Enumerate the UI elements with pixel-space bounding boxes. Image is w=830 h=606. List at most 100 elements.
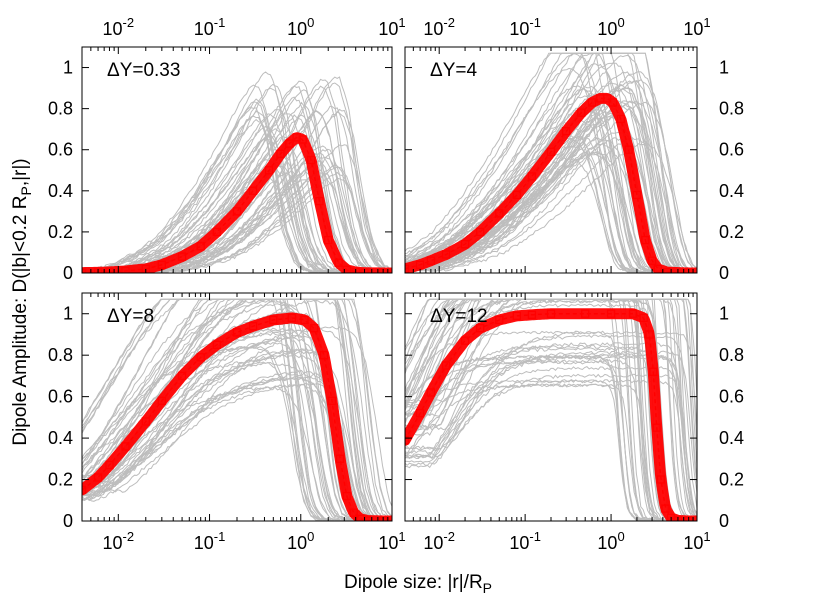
mean-point [264,166,274,175]
mean-point [121,442,130,451]
sample-curve [405,105,697,273]
mean-point [587,98,597,107]
mean-point [82,485,87,495]
ticks [404,47,698,274]
mean-series [82,132,392,273]
mean-point [248,186,258,195]
mean-point [512,190,521,200]
mean-point [460,336,470,345]
mean-point [645,330,654,339]
mean-point [324,235,333,245]
sample-curve [405,71,697,272]
y-tick-label: 0 [63,263,73,283]
mean-point [656,475,666,484]
mean-point [157,260,166,269]
mean-point [476,324,485,333]
y-tick-label: 0 [719,263,729,283]
sample-curves [82,71,392,273]
sample-curve [405,142,697,272]
x-tick-label: 10-1 [509,15,541,39]
x-tick-label: 100 [597,529,624,553]
mean-point [212,340,221,349]
y-tick-label: 1 [63,58,73,78]
panel-top-right: 10-2 10-1 100 101 0 0.2 0.4 0.6 0.8 1 ΔY=4 [404,15,744,283]
y-axis-label: Dipole Amplitude: D(|b|<0.2 RP,|r|) [10,158,34,445]
mean-series [405,308,697,521]
mean-point [426,256,436,265]
mean-point [177,252,187,261]
mean-point [248,322,258,331]
mean-point [441,250,451,259]
sample-curve [82,298,392,521]
mean-point [287,313,297,323]
sample-curve [82,84,392,273]
sample-curve [405,157,697,273]
mean-point [649,367,658,376]
panel-bottom-left: 10-2 10-1 100 101 0 0.2 0.4 0.6 0.8 1 ΔY=8 [48,292,406,553]
mean-point [608,98,618,107]
mean-point [307,155,316,165]
mean-curve [405,308,697,521]
mean-point [653,264,662,273]
mean-point [527,172,537,181]
mean-point [673,516,683,521]
mean-point [628,309,638,318]
mean-point [476,227,485,237]
mean-series [82,312,392,521]
x-tick-label: 101 [378,529,405,553]
y-tick-label: 0.2 [48,222,73,242]
ticks [404,293,698,522]
y-tick-label: 1 [719,58,729,78]
mean-point [661,504,670,513]
y-tick-label: 0.4 [719,428,744,448]
mean-point [581,309,590,318]
mean-point [298,135,307,144]
mean-point [93,268,103,273]
mean-point [632,190,642,200]
sample-curve [405,52,697,273]
panel-annotation: ΔY=4 [430,60,477,81]
mean-point [269,315,278,325]
ticks [81,293,393,522]
mean-point [441,361,451,370]
x-tick-label: 10-1 [194,15,226,39]
y-tick-label: 0.8 [719,99,744,119]
sample-curve [405,85,697,273]
panel-bottom-right: 10-2 10-1 100 101 0 0.2 0.4 0.6 0.8 1 ΔY=12 [404,292,744,553]
mean-point [405,436,410,445]
mean-point [527,310,537,319]
mean-point [356,514,365,521]
mean-point [616,114,626,124]
x-tick-label: 10-1 [194,529,226,553]
mean-point [141,417,150,426]
mean-curve [82,132,392,273]
mean-point [561,127,571,136]
mean-point [212,227,221,237]
sample-curve [82,327,392,521]
x-tick-label: 100 [287,15,314,39]
x-tick-label: 10-1 [509,529,541,553]
mean-point [342,491,352,501]
ticks [81,47,393,274]
x-tick-label: 100 [597,15,624,39]
y-tick-label: 0.8 [48,99,73,119]
mean-point [426,388,436,397]
mean-point [276,149,285,158]
mean-point [415,409,425,418]
mean-point [232,207,242,216]
panel-top-left: 10-2 10-1 100 101 0 0.2 0.4 0.6 0.8 1 ΔY=0.33 [48,15,406,283]
y-tick-label: 0.6 [719,387,744,407]
mean-point [105,267,114,273]
mean-point [285,139,294,148]
sample-curve [82,349,392,521]
mean-point [349,508,358,517]
x-axis-label: Dipole size: |r|/RP [344,572,492,596]
y-tick-label: 0.2 [48,470,73,490]
x-tick-label: 100 [287,529,314,553]
x-tick-label: 10-2 [103,15,135,39]
mean-curve [82,312,392,521]
mean-point [232,328,242,337]
panel-annotation: ΔY=12 [430,306,488,327]
x-tick-label: 10-2 [103,529,135,553]
